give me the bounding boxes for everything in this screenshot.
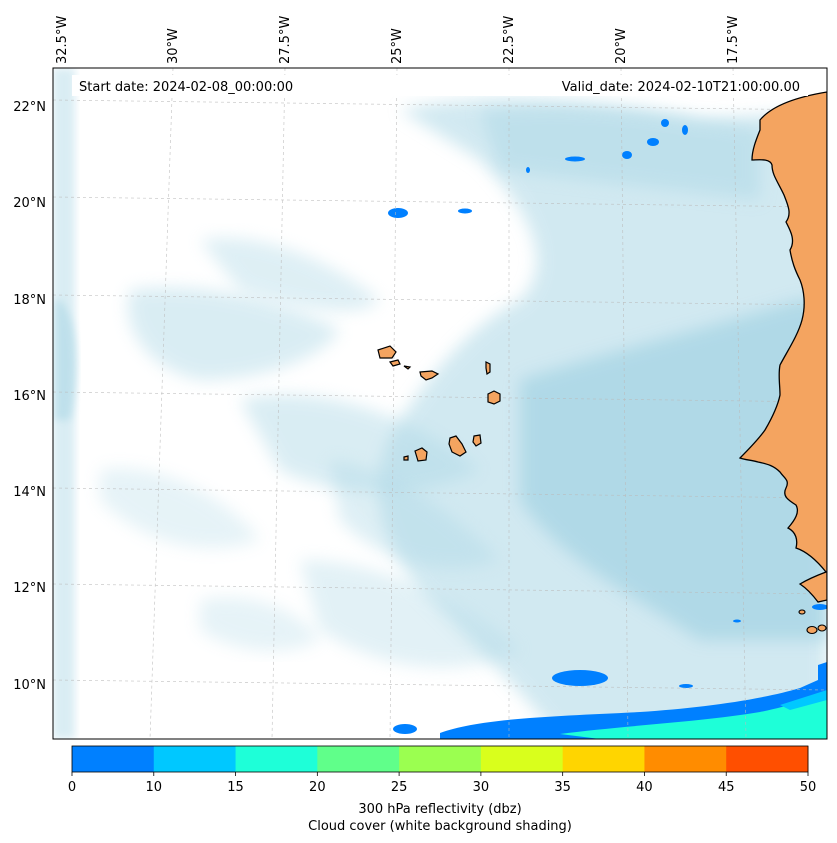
colorbar-label-line2: Cloud cover (white background shading) [308, 819, 572, 834]
colorbar-tick-label: 25 [391, 780, 408, 795]
colorbar-tick-label: 50 [800, 780, 817, 795]
lat-label: 10°N [13, 678, 46, 693]
colorbar-tick-label: 15 [227, 780, 244, 795]
cloud-cover-shading [53, 68, 827, 739]
lat-label: 16°N [13, 389, 46, 404]
colorbar-swatch [644, 746, 727, 772]
lat-label: 18°N [13, 293, 46, 308]
lat-label: 20°N [13, 196, 46, 211]
cape-verde-islands [377, 345, 501, 462]
colorbar-swatch [562, 746, 645, 772]
colorbar-tick-label: 20 [309, 780, 326, 795]
colorbar-tick-label: 10 [146, 780, 163, 795]
colorbar-swatch [72, 746, 155, 772]
colorbar-tick-label: 40 [636, 780, 653, 795]
colorbar-tick-label: 0 [68, 780, 76, 795]
graticule [53, 68, 827, 739]
colorbar-frame [71, 745, 809, 773]
colorbar-swatch [726, 746, 809, 772]
colorbar-tick-label: 45 [718, 780, 735, 795]
info-banner [72, 75, 808, 96]
africa-landmass [738, 91, 827, 603]
lat-label: 22°N [13, 100, 46, 115]
colorbar-swatch [399, 746, 482, 772]
colorbar-swatch [235, 746, 318, 772]
start-date-text: Start date: 2024-02-08_00:00:00 [79, 80, 293, 95]
colorbar-swatch [480, 746, 564, 772]
bijagos-islands [798, 609, 827, 635]
colorbar-tick-label: 35 [554, 780, 571, 795]
colorbar: 0 10 15 20 25 30 35 40 45 50 300 hPa reflectivity… [68, 745, 817, 834]
longitude-labels: 32.5°W 30°W 27.5°W 25°W 22.5°W 20°W 17.5… [55, 16, 741, 64]
lat-label: 12°N [13, 581, 46, 596]
latitude-labels: 22°N 20°N 18°N 16°N 14°N 12°N 10°N [13, 100, 46, 693]
lon-label: 17.5°W [726, 16, 741, 64]
lon-label: 25°W [390, 28, 405, 64]
lat-label: 14°N [13, 485, 46, 500]
valid-date-text: Valid_date: 2024-02-10T21:00:00.00 [562, 80, 800, 95]
colorbar-swatch [317, 746, 400, 772]
lon-label: 22.5°W [502, 16, 517, 64]
lon-label: 32.5°W [55, 16, 70, 64]
lon-label: 27.5°W [278, 16, 293, 64]
colorbar-swatch [153, 746, 237, 772]
colorbar-tick-label: 30 [473, 780, 490, 795]
lon-label: 30°W [166, 28, 181, 64]
lon-label: 20°W [614, 28, 629, 64]
map-border [52, 67, 828, 740]
colorbar-label-line1: 300 hPa reflectivity (dbz) [358, 802, 521, 817]
reflectivity-field [388, 119, 827, 739]
